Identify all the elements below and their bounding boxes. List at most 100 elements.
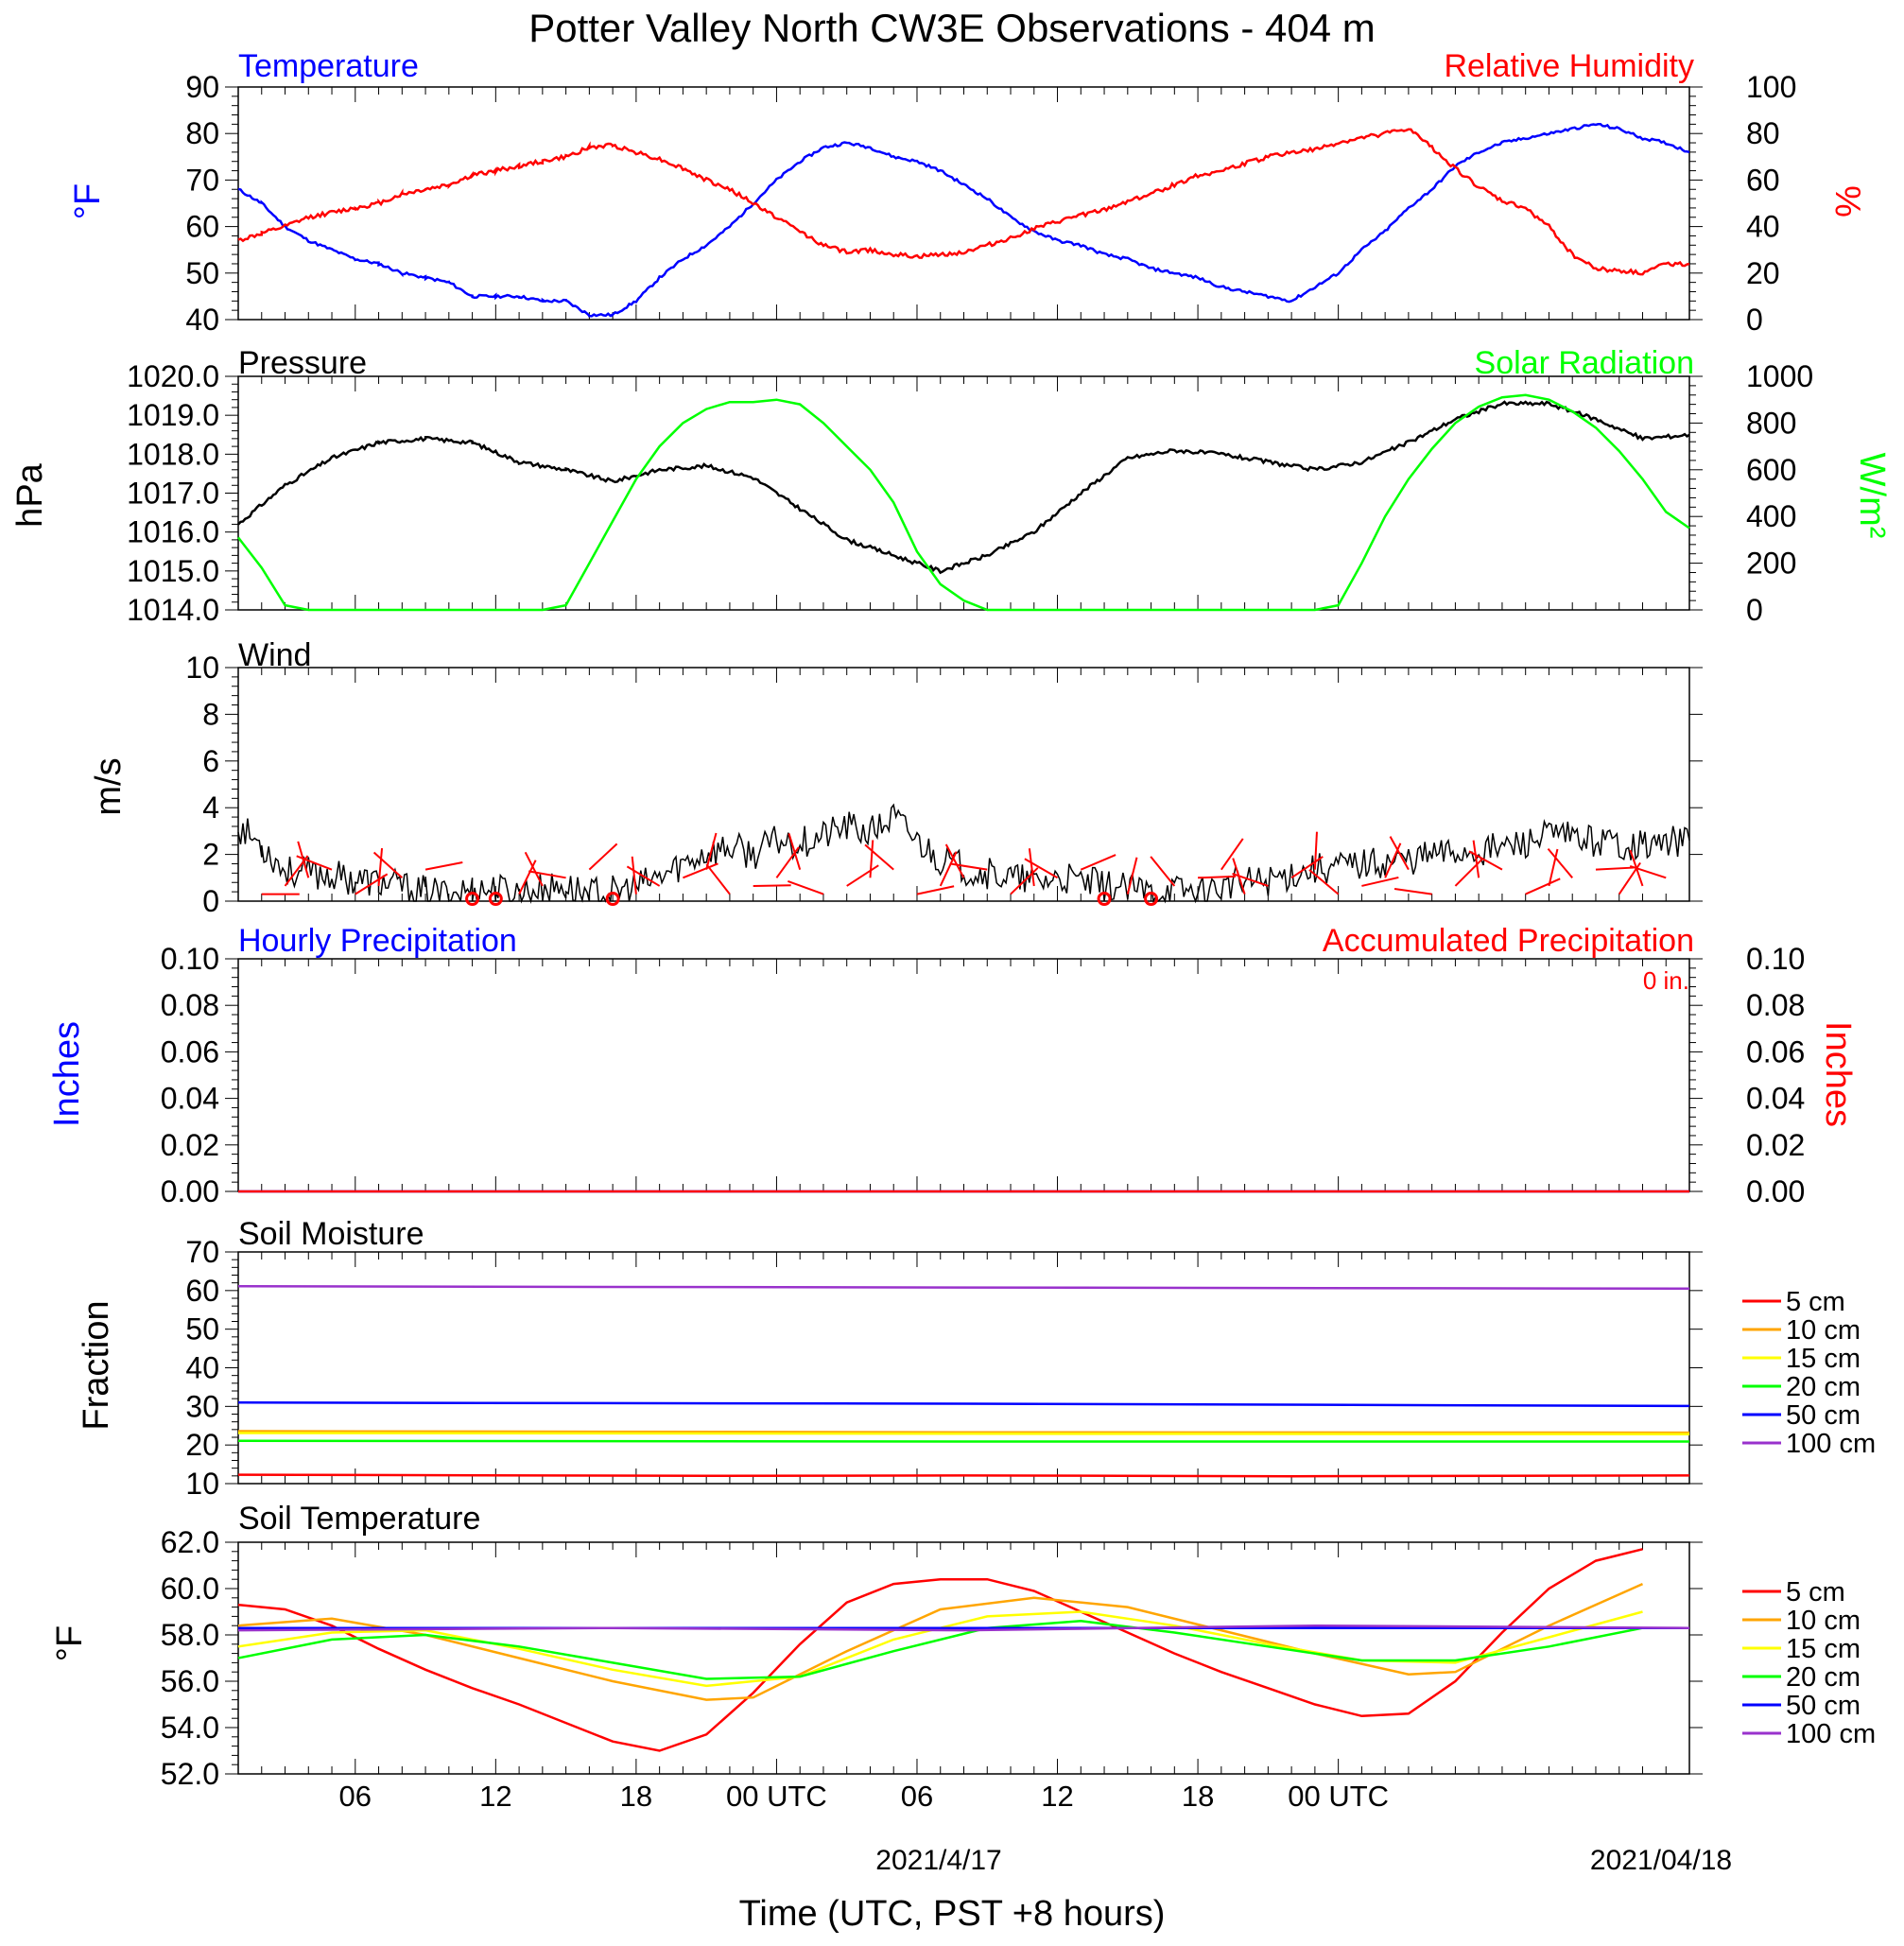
panel-title-relative-humidity: Relative Humidity (1444, 48, 1694, 84)
y-tick-label-right: 600 (1746, 453, 1796, 487)
y-tick-label-right: 60 (1746, 163, 1780, 197)
series-line-5-cm (237, 1473, 1690, 1478)
y-tick-label-left: 0.02 (161, 1128, 219, 1162)
axis-unit-soil-temperature-f: °F (50, 1625, 90, 1661)
y-tick-label-left: 80 (185, 116, 219, 150)
x-tick-label: 00 UTC (726, 1780, 827, 1813)
wind-barb (705, 832, 718, 870)
y-tick-label-right: 100 (1746, 70, 1796, 104)
wind-barb (296, 855, 333, 871)
legend-label: 10 cm (1786, 1315, 1861, 1346)
y-tick-label-left: 8 (202, 697, 219, 731)
wind-barb (788, 879, 824, 895)
panel-title-temperature: Temperature (238, 48, 419, 84)
legend-label: 5 cm (1786, 1287, 1845, 1317)
y-tick-label-left: 40 (185, 303, 219, 337)
series-line-100-cm (237, 1624, 1690, 1632)
wind-barb (528, 870, 566, 879)
y-tick-label-left: 0 (202, 884, 219, 918)
series-line-20-cm (237, 1439, 1689, 1443)
x-tick-label: 18 (1182, 1780, 1214, 1813)
wind-barb (1393, 888, 1432, 895)
legend-label: 20 cm (1786, 1662, 1861, 1693)
legend-label: 100 cm (1786, 1719, 1876, 1749)
y-tick-label-left: 10 (185, 651, 219, 685)
axis-unit-humidity-percent: % (1827, 185, 1867, 217)
series-group (237, 123, 1690, 318)
wind-barb (1080, 854, 1116, 871)
wind-barb (1232, 872, 1269, 887)
y-tick-label-left: 58.0 (161, 1618, 219, 1652)
legend-label: 15 cm (1786, 1344, 1861, 1374)
series-line-temperature (237, 123, 1690, 318)
y-tick-label-right: 0.06 (1746, 1034, 1805, 1069)
x-tick-label: 12 (479, 1780, 511, 1813)
y-tick-label-right: 0.04 (1746, 1082, 1805, 1116)
wind-barb (1361, 876, 1399, 887)
legend-label: 5 cm (1786, 1577, 1845, 1607)
plot-precipitation: 0.00 0.02 0.04 0.06 0.08 0.10 0.00 0.02 0.04 0.06… (161, 942, 1806, 1208)
y-tick-label-right: 0.10 (1746, 942, 1805, 976)
panel-precipitation: Hourly Precipitation Accumulated Precipi… (47, 923, 1858, 1127)
panel-title-soil-moisture: Soil Moisture (238, 1216, 424, 1252)
y-tick-label-left: 90 (185, 70, 219, 104)
series-line-relative-humidity (237, 128, 1690, 276)
y-tick-label-right: 0.02 (1746, 1128, 1805, 1162)
y-tick-label-left: 1018.0 (127, 437, 219, 471)
y-tick-label-left: 6 (202, 744, 219, 778)
wind-barb (1548, 848, 1559, 887)
wind-barb (949, 862, 988, 871)
series-line-15-cm (237, 1610, 1643, 1688)
figure-title: Potter Valley North CW3E Observations - … (528, 6, 1376, 50)
y-tick-label-right: 40 (1746, 210, 1780, 244)
axis-unit-wind-m-s: m/s (89, 757, 129, 815)
x-axis-title: Time (UTC, PST +8 hours) (739, 1894, 1166, 1934)
wind-barb (1220, 838, 1244, 871)
series-line-wind (237, 803, 1690, 904)
wind-barb (1525, 877, 1561, 895)
wind-barb (1290, 856, 1324, 879)
plot-wind: 0 2 4 6 8 10 (185, 651, 1703, 918)
wind-barb (1472, 840, 1480, 878)
panel-pressure-solar: Pressure Solar Radiation hPa W/m² (10, 345, 1892, 538)
axis-unit-pressure-hpa: hPa (10, 462, 50, 527)
wind-barb (1389, 836, 1410, 871)
date-labels: 2021/4/17 2021/04/18 (875, 1845, 1732, 1876)
wind-barb (864, 843, 894, 871)
panel-temperature-humidity: Temperature Relative Humidity °F % (68, 48, 1867, 219)
wind-barb (1595, 866, 1634, 871)
wind-barb (631, 856, 637, 895)
panel-title-accumulated-precipitation: Accumulated Precipitation (1323, 923, 1694, 959)
y-tick-label-left: 0.10 (161, 942, 219, 976)
wind-barb (588, 843, 618, 871)
y-tick-label-left: 1020.0 (127, 359, 219, 393)
y-tick-label-right: 1000 (1746, 359, 1813, 393)
wind-barb (1468, 850, 1503, 871)
axis-unit-hourly-inches: Inches (47, 1021, 87, 1127)
x-tick-label: 12 (1041, 1780, 1073, 1813)
calm-wind-marker (465, 892, 480, 907)
y-tick-label-left: 60 (185, 210, 219, 244)
axis-unit-solar-w-m2: W/m² (1852, 453, 1892, 539)
legend-label: 15 cm (1786, 1634, 1861, 1664)
panel-soil-moisture: Soil Moisture Fraction (77, 1216, 424, 1431)
y-tick-label-right: 0 (1746, 303, 1763, 337)
legend-label: 20 cm (1786, 1372, 1861, 1402)
plot-frame (237, 86, 1690, 321)
y-tick-label-left: 1015.0 (127, 554, 219, 588)
wind-barb (377, 848, 384, 887)
y-tick-label-left: 60 (185, 1274, 219, 1308)
wind-barb (1313, 831, 1318, 870)
y-tick-label-left: 40 (185, 1351, 219, 1385)
legend-label: 50 cm (1786, 1400, 1861, 1431)
calm-wind-marker (1097, 892, 1112, 907)
date-label-2021-4-17: 2021/4/17 (875, 1845, 1001, 1876)
axis-unit-fraction: Fraction (77, 1300, 116, 1430)
y-tick-label-left: 0.04 (161, 1082, 219, 1116)
calm-wind-marker (1144, 892, 1159, 907)
wind-barb (705, 863, 731, 895)
series-line-pressure (237, 400, 1690, 575)
panel-title-solar-radiation: Solar Radiation (1475, 345, 1694, 381)
wind-barb (1024, 858, 1059, 879)
